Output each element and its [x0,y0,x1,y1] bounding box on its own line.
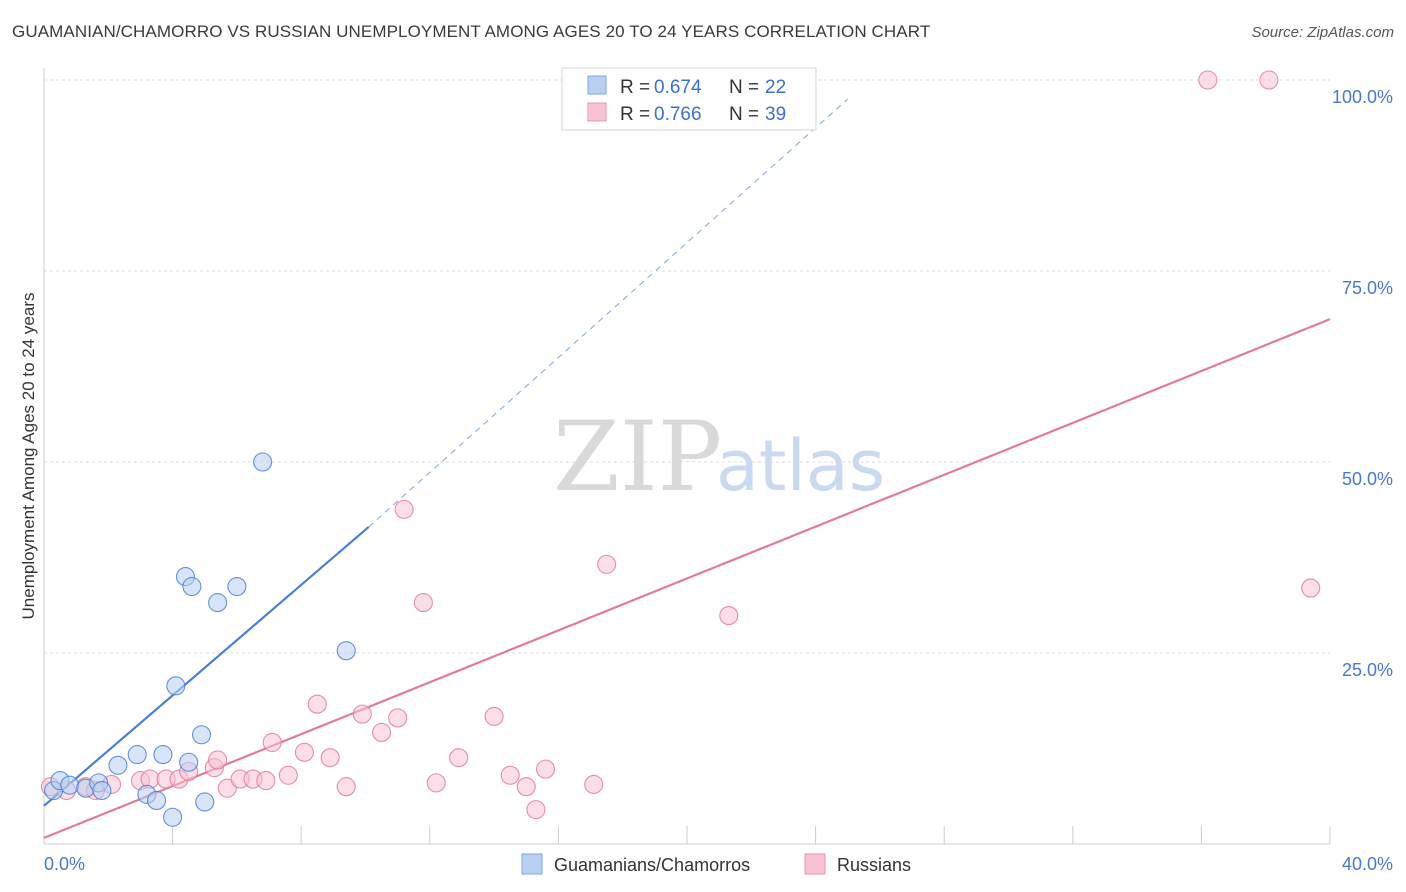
legend-box: R = 0.674 N = 22 R = 0.766 N = 39 [561,67,817,131]
point-1-33 [535,759,556,779]
legend-r-value-1: 0.674 [654,77,702,98]
data-points [40,70,1321,827]
point-0-13 [191,725,212,745]
point-1-38 [1259,70,1279,90]
point-0-11 [166,676,186,696]
trend-line-0 [43,526,370,807]
trend-line-extension-0 [368,98,849,528]
point-1-17 [278,765,298,785]
legend-n-label-2: N = [729,104,759,125]
point-1-21 [336,777,356,797]
point-0-19 [253,452,273,472]
y-tick-label-2: 75.0% [1342,278,1393,298]
point-1-15 [256,771,276,791]
point-1-28 [449,748,469,768]
point-1-37 [1198,70,1218,90]
point-0-7 [127,745,147,765]
y-tick-label-1: 50.0% [1342,469,1393,489]
point-0-5 [92,780,112,801]
point-0-15 [182,576,202,597]
point-1-25 [394,499,414,519]
bottom-legend-label-russian: Russians [837,855,911,875]
chart-title: GUAMANIAN/CHAMORRO VS RUSSIAN UNEMPLOYME… [12,22,931,41]
legend-n-value-1: 22 [765,77,786,98]
point-1-29 [484,706,504,726]
bottom-legend-swatch-russian [804,853,826,875]
x-ticks [172,826,1331,844]
bottom-legend-swatch-guamanian [521,853,543,875]
point-1-35 [597,554,617,574]
legend-swatch-guamanian [587,75,607,95]
point-1-32 [526,800,546,820]
legend-n-value-2: 39 [765,104,786,125]
point-1-24 [388,708,408,728]
legend-r-value-2: 0.766 [654,104,702,125]
trend-line-1 [43,318,1331,839]
point-1-22 [352,704,372,724]
source-label: Source: ZipAtlas.com [1251,24,1394,41]
legend-swatch-russian [587,102,607,122]
point-1-27 [426,773,446,793]
point-1-36 [719,606,739,626]
legend-n-label-1: N = [729,77,759,98]
y-tick-labels: 25.0% 50.0% 75.0% 100.0% [1332,87,1393,680]
point-0-21 [163,807,183,827]
x-tick-label-max: 40.0% [1342,854,1393,874]
point-0-18 [227,576,247,597]
point-0-2 [60,775,80,795]
point-1-12 [217,778,237,798]
point-0-9 [146,790,167,811]
legend-r-label-1: R = [620,77,650,98]
bottom-legend-label-guamanian: Guamanians/Chamorros [554,855,750,875]
trend-lines [43,98,1331,839]
point-1-20 [320,748,340,768]
point-1-31 [516,777,536,797]
y-axis-label: Unemployment Among Ages 20 to 24 years [19,293,38,620]
point-0-6 [108,755,128,775]
watermark-atlas: atlas [716,425,885,507]
point-1-30 [500,765,520,785]
point-1-18 [294,742,314,762]
point-0-17 [208,593,228,613]
watermark: ZIP atlas [553,401,885,513]
point-0-20 [336,641,356,661]
point-1-34 [584,774,604,794]
point-1-11 [208,750,228,770]
point-1-19 [307,694,327,714]
point-0-16 [195,792,215,812]
y-tick-label-3: 100.0% [1332,87,1393,107]
bottom-legend: Guamanians/Chamorros Russians [521,853,911,875]
point-0-10 [153,745,173,765]
point-0-12 [179,752,199,772]
legend-r-label-2: R = [620,104,650,125]
y-tick-label-0: 25.0% [1342,660,1393,680]
point-1-39 [1301,578,1321,598]
point-1-23 [372,722,392,743]
watermark-zip: ZIP [553,401,722,513]
gridlines [44,79,1330,654]
point-1-26 [413,593,433,613]
x-tick-label-min: 0.0% [44,854,85,874]
point-1-16 [262,732,282,752]
